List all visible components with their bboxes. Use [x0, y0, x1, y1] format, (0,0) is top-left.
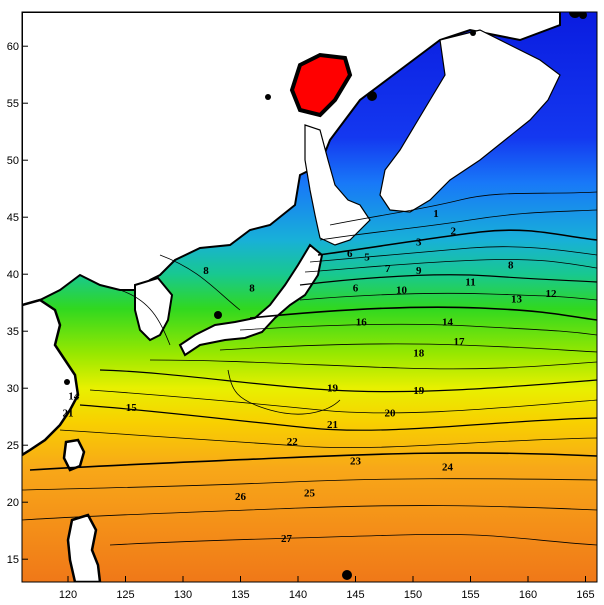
x-tick-label: 160	[519, 589, 537, 601]
y-tick-label: 35	[7, 326, 19, 338]
isotherm-label: 14	[68, 391, 80, 403]
isotherm-label: 22	[287, 436, 299, 448]
isotherm-label: 25	[304, 488, 316, 500]
land-japan	[178, 243, 324, 357]
y-tick-label: 60	[7, 41, 19, 53]
y-tick-label: 50	[7, 155, 19, 167]
isotherm-label: 26	[235, 491, 247, 503]
land-taiwan	[62, 438, 86, 472]
land-kamchatka-region	[379, 29, 561, 213]
y-tick-label: 15	[7, 554, 19, 566]
land-korea	[134, 276, 174, 342]
isotherm-label: 19	[327, 383, 339, 395]
ice-patch	[289, 52, 353, 118]
isotherm-label: 1	[433, 208, 439, 220]
x-tick-label: 155	[461, 589, 479, 601]
isotherm-label: 17	[454, 336, 466, 348]
x-tick-label: 140	[289, 589, 307, 601]
land-china-coast	[22, 298, 80, 457]
isotherm-label: 8	[249, 282, 255, 294]
isotherm-label: 3	[416, 237, 422, 249]
x-tick-label: 135	[231, 589, 249, 601]
isotherm-label: 10	[396, 285, 408, 297]
x-tick-label: 120	[59, 589, 77, 601]
x-tick-label: 130	[174, 589, 192, 601]
isotherm-label: 24	[442, 461, 454, 473]
isotherm-label: 21	[63, 408, 74, 420]
y-tick-label: 30	[7, 383, 19, 395]
land-sakhalin-region	[304, 124, 371, 246]
isotherm-label: 20	[385, 408, 397, 420]
isotherm-label: 13	[511, 294, 523, 306]
isotherm-label: 19	[413, 385, 425, 397]
y-axis: 60 55 50 45 40 35 30 25 20 15	[7, 41, 28, 566]
isotherm-label: 23	[350, 456, 362, 468]
isotherm-label: 6	[347, 248, 353, 260]
isotherm-label: 21	[327, 419, 338, 431]
y-tick-label: 40	[7, 269, 19, 281]
y-tick-label: 55	[7, 98, 19, 110]
y-tick-label: 20	[7, 497, 19, 509]
isotherm-label: 15	[126, 402, 138, 414]
x-tick-label: 150	[404, 589, 422, 601]
x-tick-label: 165	[576, 589, 594, 601]
isotherm-label: 11	[465, 277, 475, 289]
isotherm-label: 6	[353, 282, 359, 294]
island-markers	[64, 12, 587, 580]
x-tick-label: 125	[116, 589, 134, 601]
isotherm-contours	[22, 191, 597, 546]
isotherm-label: 2	[451, 225, 457, 237]
isotherm-label: 5	[364, 252, 370, 264]
isotherm-label: 16	[356, 317, 368, 329]
plot-frame	[21, 11, 598, 583]
isotherm-label: 12	[546, 288, 558, 300]
x-tick-label: 145	[346, 589, 364, 601]
y-tick-label: 45	[7, 212, 19, 224]
y-tick-label: 25	[7, 440, 19, 452]
isotherm-label: 14	[442, 317, 454, 329]
isotherm-label: 18	[413, 347, 425, 359]
isotherm-label: 8	[203, 265, 209, 277]
isotherm-label: 9	[416, 265, 422, 277]
land-philippines	[66, 513, 102, 582]
isotherm-label: 8	[508, 260, 514, 272]
x-axis: 120 125 130 135 140 145 150 155 160 165	[59, 576, 595, 601]
isotherm-label: 7	[385, 263, 391, 275]
isotherm-label: 27	[281, 533, 293, 545]
